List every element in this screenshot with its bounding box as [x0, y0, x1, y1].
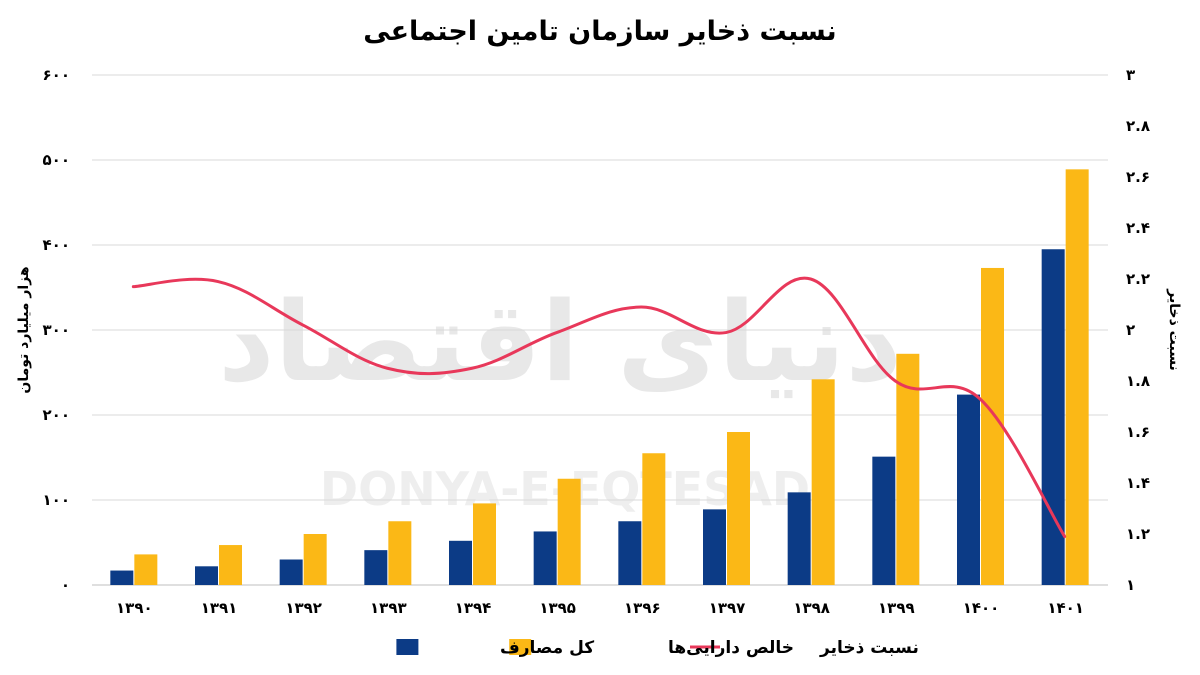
bar-total-expenses	[195, 566, 218, 585]
bar-total-expenses	[957, 394, 980, 585]
bar-net-assets	[1065, 169, 1089, 585]
legend-swatch	[396, 639, 419, 655]
y-tick-label: ۴۰۰	[43, 236, 70, 254]
watermark-persian: دنیای اقتصاد	[218, 278, 902, 406]
bar-total-expenses	[787, 492, 811, 585]
x-tick-label: ۱۳۹۲	[285, 599, 322, 617]
y-tick-label: ۲۰۰	[43, 406, 70, 424]
bar-net-assets	[473, 503, 496, 585]
bar-net-assets	[727, 432, 750, 585]
x-tick-label: ۱۳۹۱	[201, 599, 238, 617]
y2-tick-label: ۲.۴	[1126, 219, 1150, 237]
bar-total-expenses	[618, 521, 642, 585]
bar-net-assets	[134, 554, 158, 585]
x-tick-label: ۱۳۹۴	[455, 599, 492, 617]
bar-net-assets	[557, 478, 581, 585]
legend: نسبت ذخایر خالص دارایی‌ها کل مصارف	[396, 638, 919, 658]
bar-total-expenses	[279, 559, 303, 585]
legend-label: نسبت ذخایر	[819, 638, 919, 658]
legend-label: خالص دارایی‌ها	[668, 638, 794, 658]
x-tick-label: ۱۳۹۰	[116, 599, 153, 617]
legend-item: کل مصارف	[396, 638, 594, 658]
bar-net-assets	[303, 534, 327, 585]
x-tick-label: ۱۳۹۶	[624, 599, 661, 617]
legend-item: خالص دارایی‌ها	[509, 638, 794, 658]
ratio-line	[131, 276, 1067, 539]
bar-net-assets	[219, 545, 242, 585]
y2-tick-label: ۱.۸	[1126, 372, 1150, 390]
x-tick-label: ۱۳۹۹	[878, 599, 915, 617]
y-tick-label: ۱۰۰	[43, 491, 70, 509]
bar-net-assets	[981, 267, 1004, 585]
bar-net-assets	[388, 521, 412, 585]
legend-swatch	[509, 639, 532, 655]
bar-total-expenses	[110, 570, 134, 585]
gridlines	[92, 74, 1108, 586]
y2-tick-label: ۱.۲	[1126, 525, 1150, 543]
y2-tick-label: ۲	[1126, 321, 1135, 339]
bar-total-expenses	[1041, 249, 1065, 585]
y2-tick-label: ۱	[1126, 576, 1135, 594]
legend-item: نسبت ذخایر	[690, 638, 919, 658]
x-tick-label: ۱۴۰۱	[1047, 599, 1084, 617]
legend-label: کل مصارف	[500, 638, 594, 658]
x-tick-label: ۱۳۹۷	[709, 599, 746, 617]
bar-total-expenses	[872, 456, 896, 585]
y-axis-label: هزار میلیارد تومان	[16, 266, 32, 393]
y2-axis-label: نسبت ذخایر	[1166, 288, 1182, 370]
y-tick-label: ۶۰۰	[43, 66, 70, 84]
bar-net-assets	[642, 453, 666, 585]
y2-tick-label: ۲.۸	[1126, 117, 1150, 135]
axes: ۰ ۱۰۰ ۲۰۰ ۳۰۰ ۴۰۰ ۵۰۰ ۶۰۰ ۱ ۱.۲ ۱.۴ ۱.۶ ۱.۸ ۲ ۲.۲ ۲.۴ ۲…	[43, 66, 1150, 617]
y2-tick-label: ۳	[1126, 66, 1135, 84]
bar-total-expenses	[449, 540, 472, 585]
y-tick-label: ۳۰۰	[43, 321, 70, 339]
y-tick-label: ۵۰۰	[43, 151, 70, 169]
y2-tick-label: ۲.۶	[1126, 168, 1150, 186]
bar-net-assets	[811, 379, 835, 585]
bar-total-expenses	[364, 550, 388, 585]
x-tick-label: ۱۴۰۰	[963, 599, 1000, 617]
bars	[110, 169, 1089, 585]
y-tick-label: ۰	[61, 576, 70, 594]
ratio-line-path	[131, 276, 1067, 539]
bar-total-expenses	[533, 531, 557, 585]
x-tick-label: ۱۳۹۳	[370, 599, 407, 617]
y2-tick-label: ۲.۲	[1126, 270, 1150, 288]
bar-net-assets	[896, 353, 920, 585]
x-tick-label: ۱۳۹۸	[793, 599, 830, 617]
y2-tick-label: ۱.۴	[1126, 474, 1150, 492]
x-tick-label: ۱۳۹۵	[539, 599, 576, 617]
bar-total-expenses	[703, 509, 726, 585]
chart-title: نسبت ذخایر سازمان تامین اجتماعی	[363, 16, 836, 47]
y2-tick-label: ۱.۶	[1126, 423, 1150, 441]
